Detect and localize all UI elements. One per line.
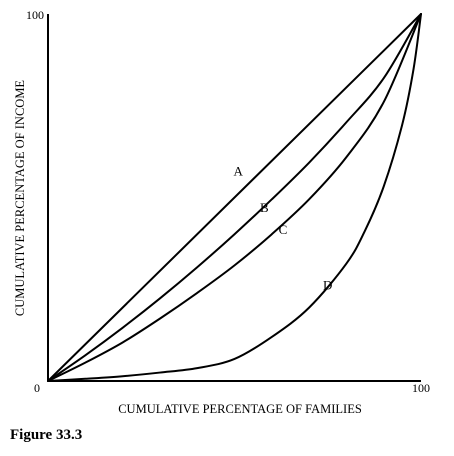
- curve-label-a: A: [234, 163, 244, 178]
- figure-caption: Figure 33.3: [10, 427, 83, 443]
- curve-a: [47, 13, 422, 382]
- y-axis-label: CUMULATIVE PERCENTAGE OF INCOME: [13, 80, 27, 317]
- y-tick-100: 100: [26, 8, 44, 22]
- curves-group: [47, 13, 422, 382]
- curve-labels-group: A BC D: [234, 163, 333, 292]
- x-tick-0: 0: [34, 381, 40, 395]
- curve-label-c: C: [279, 222, 288, 237]
- curve-label-b: B: [260, 200, 269, 215]
- curve-label-d: D: [323, 277, 332, 292]
- x-tick-100: 100: [412, 381, 430, 395]
- curve-c: [47, 13, 422, 382]
- curve-d: [47, 13, 422, 382]
- x-axis-label: CUMULATIVE PERCENTAGE OF FAMILIES: [118, 402, 362, 416]
- curve-b: [47, 13, 422, 382]
